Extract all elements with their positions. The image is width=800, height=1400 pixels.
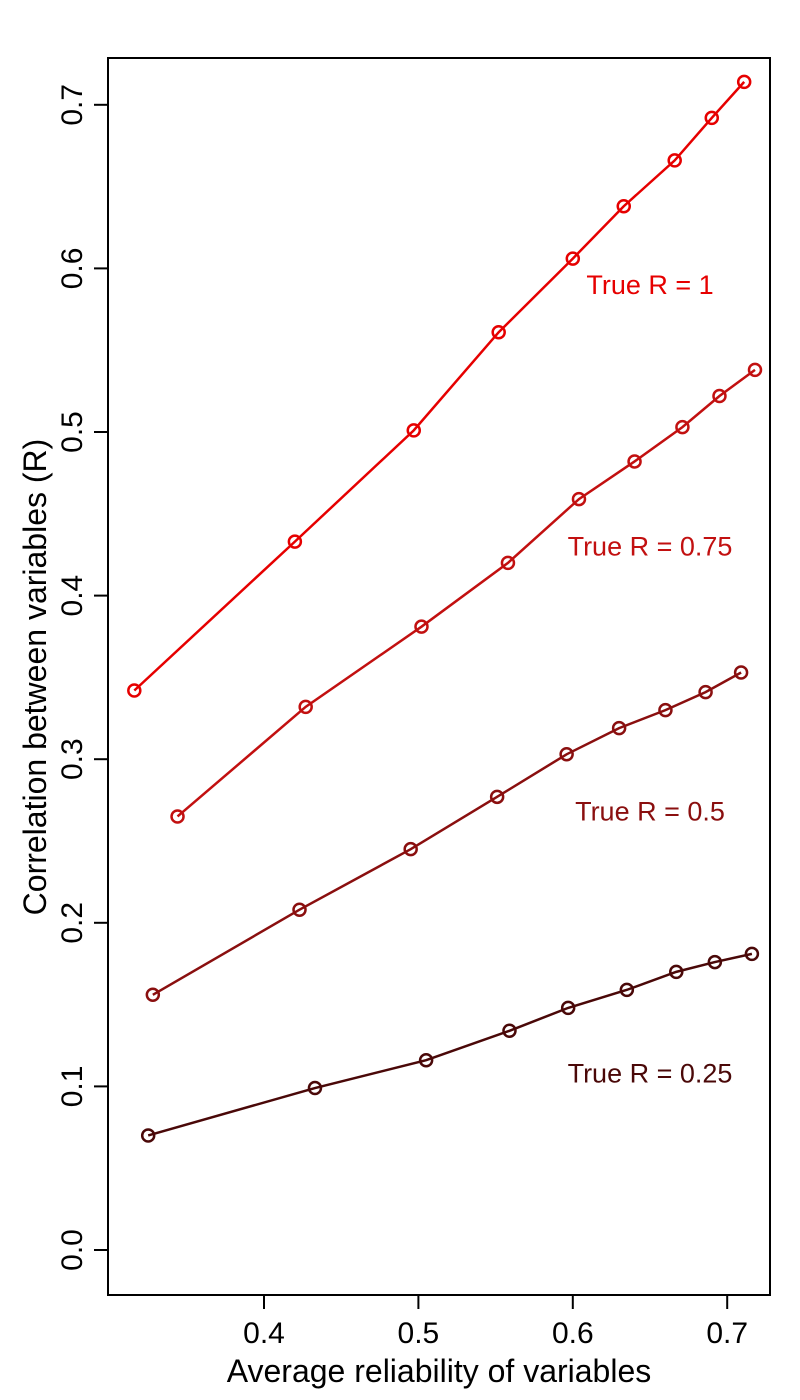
data-point — [145, 987, 161, 1003]
y-tick-label: 0.2 — [56, 902, 89, 944]
y-tick-label: 0.1 — [56, 1066, 89, 1108]
data-point — [500, 555, 516, 571]
series-group — [140, 946, 760, 1143]
data-point — [658, 702, 673, 718]
data-point — [418, 1052, 434, 1068]
series-label: True R = 0.5 — [575, 797, 725, 827]
series-label: True R = 0.25 — [568, 1058, 733, 1088]
x-tick-label: 0.7 — [706, 1317, 748, 1350]
data-point — [744, 946, 760, 962]
data-point — [560, 1000, 576, 1016]
y-tick-label: 0.0 — [56, 1229, 89, 1271]
series-label: True R = 0.75 — [568, 532, 733, 562]
y-axis: 0.0 0.1 0.2 0.3 0.4 0.5 0.6 0.7 — [56, 84, 108, 1271]
data-point — [736, 74, 752, 90]
data-point — [704, 110, 720, 126]
x-tick-label: 0.4 — [243, 1317, 285, 1350]
data-point — [292, 902, 307, 917]
data-point — [616, 198, 632, 214]
y-axis-title: Correlation between variables (R) — [17, 439, 53, 916]
y-tick-label: 0.7 — [56, 84, 89, 126]
data-point — [712, 388, 727, 404]
data-point — [675, 419, 690, 435]
x-axis-title: Average reliability of variables — [227, 1353, 652, 1389]
data-point — [627, 454, 642, 469]
series-line — [147, 952, 753, 1137]
series-group — [145, 665, 749, 1003]
data-point — [559, 747, 574, 762]
series-layer — [127, 74, 763, 1143]
series-line — [176, 368, 756, 818]
data-point — [747, 362, 763, 378]
data-point — [707, 954, 723, 970]
y-tick-label: 0.3 — [56, 738, 89, 780]
data-point — [611, 720, 627, 736]
series-group — [127, 74, 752, 698]
series-group — [170, 362, 763, 824]
data-point — [414, 619, 429, 634]
data-point — [619, 982, 635, 998]
y-tick-label: 0.5 — [56, 411, 89, 453]
data-point — [491, 324, 506, 340]
data-point — [733, 665, 749, 680]
series-label: True R = 1 — [586, 270, 713, 300]
data-point — [698, 684, 713, 700]
plot-frame — [107, 57, 771, 1296]
data-point — [667, 153, 682, 168]
data-point — [287, 534, 303, 549]
x-tick-label: 0.5 — [398, 1317, 440, 1350]
y-tick-label: 0.4 — [56, 575, 89, 617]
series-line — [152, 671, 742, 996]
data-point — [668, 964, 684, 980]
series-line — [133, 81, 746, 692]
data-point — [502, 1023, 517, 1039]
data-point — [571, 491, 587, 507]
data-point — [298, 699, 313, 715]
data-point — [140, 1128, 156, 1143]
data-point — [307, 1080, 323, 1096]
data-point — [406, 423, 422, 438]
data-point — [565, 251, 581, 266]
y-tick-label: 0.6 — [56, 248, 89, 290]
series-label-layer: True R = 1 True R = 0.75 True R = 0.5 True … — [568, 270, 733, 1089]
data-point — [403, 841, 418, 857]
x-tick-label: 0.6 — [552, 1317, 594, 1350]
data-point — [489, 789, 505, 805]
data-point — [170, 809, 185, 824]
data-point — [127, 683, 142, 698]
x-axis: 0.4 0.5 0.6 0.7 — [243, 1295, 748, 1350]
